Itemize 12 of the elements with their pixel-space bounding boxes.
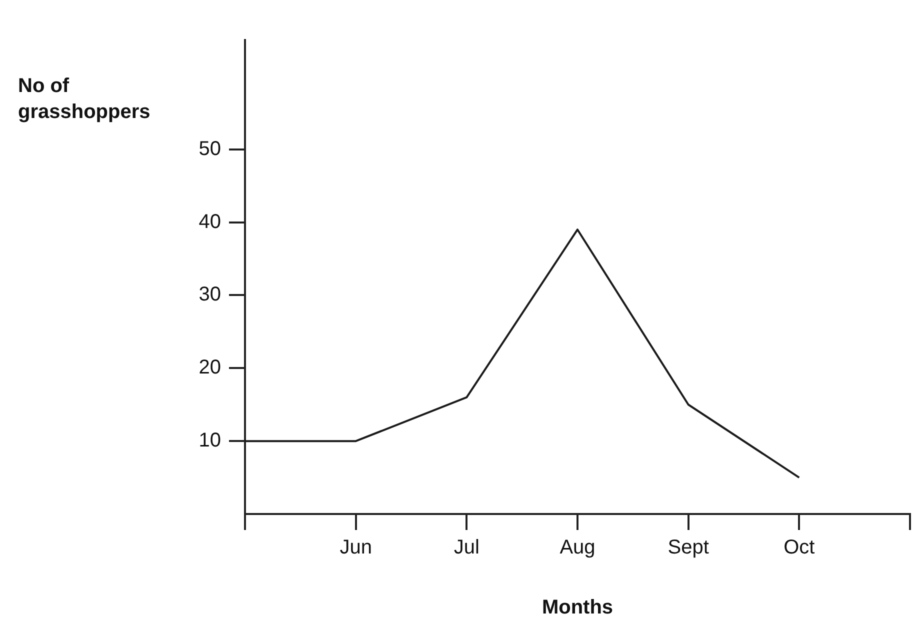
x-tick-label: Oct	[784, 536, 816, 559]
x-tick-label: Jun	[340, 536, 372, 559]
x-tick-label: Aug	[560, 536, 596, 559]
y-tick-label: 40	[198, 210, 221, 233]
x-tick-label: Sept	[668, 536, 710, 559]
y-tick-label: 50	[198, 138, 221, 160]
y-axis-title: No of grasshoppers	[18, 75, 150, 123]
y-tick-label: 20	[198, 356, 221, 379]
y-tick-label: 10	[198, 430, 221, 452]
y-tick-label: 30	[198, 284, 221, 306]
x-axis-title: Months	[542, 596, 614, 619]
x-tick-label: Jul	[454, 536, 480, 559]
